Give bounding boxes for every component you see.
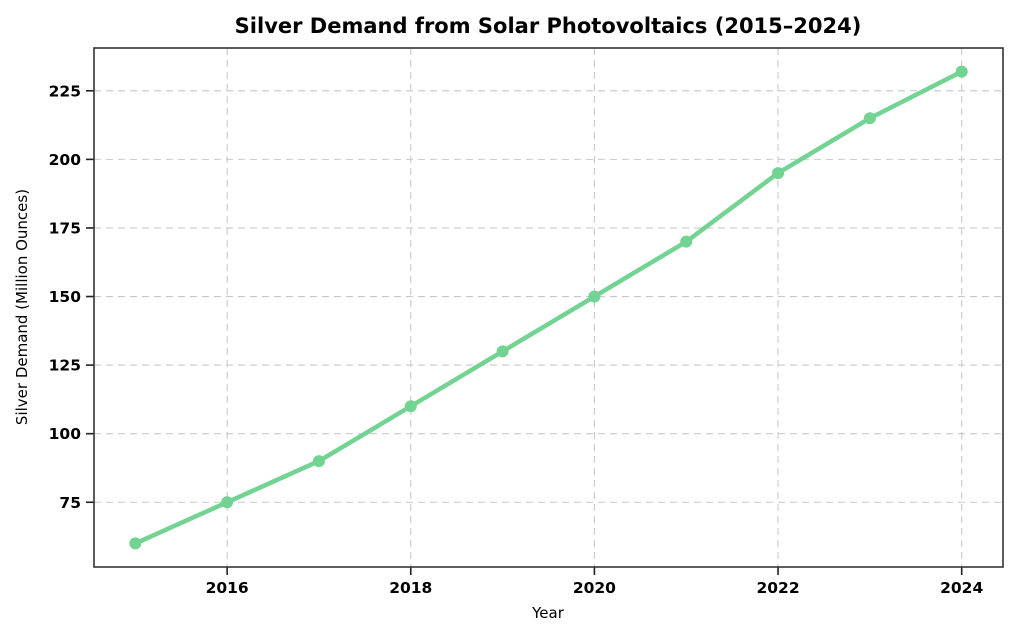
tick-layer: 2016 2018 2020 2022 2024 75 100 125 150 175 200 225 — [49, 82, 984, 597]
y-axis-label: Silver Demand (Million Ounces) — [13, 189, 31, 425]
data-point-2016 — [221, 496, 234, 509]
x-tick-label: 2020 — [573, 579, 616, 597]
y-tick-label: 150 — [49, 288, 82, 306]
grid-layer — [94, 48, 1003, 567]
x-axis-label: Year — [531, 604, 565, 622]
data-point-2023 — [863, 112, 876, 125]
data-point-2017 — [312, 455, 325, 468]
y-tick-label: 75 — [59, 494, 81, 512]
data-point-2018 — [404, 400, 417, 413]
x-tick-label: 2022 — [756, 579, 799, 597]
y-tick-label: 175 — [49, 219, 81, 237]
x-tick-label: 2016 — [206, 579, 249, 597]
data-point-2015 — [129, 537, 142, 550]
demand-line-series — [133, 69, 964, 546]
y-tick-label: 225 — [49, 82, 81, 100]
data-point-2021 — [680, 235, 693, 248]
data-point-2022 — [772, 167, 785, 180]
chart-title: Silver Demand from Solar Photovoltaics (… — [235, 14, 862, 38]
x-tick-label: 2024 — [940, 579, 983, 597]
x-tick-label: 2018 — [389, 579, 432, 597]
data-point-2019 — [496, 345, 509, 358]
data-point-2020 — [588, 290, 601, 303]
y-tick-label: 125 — [49, 357, 81, 375]
y-tick-label: 200 — [49, 151, 82, 169]
series-layer — [129, 65, 968, 550]
data-point-2024 — [955, 65, 968, 78]
y-tick-label: 100 — [49, 425, 82, 443]
plot-area — [93, 47, 1004, 568]
